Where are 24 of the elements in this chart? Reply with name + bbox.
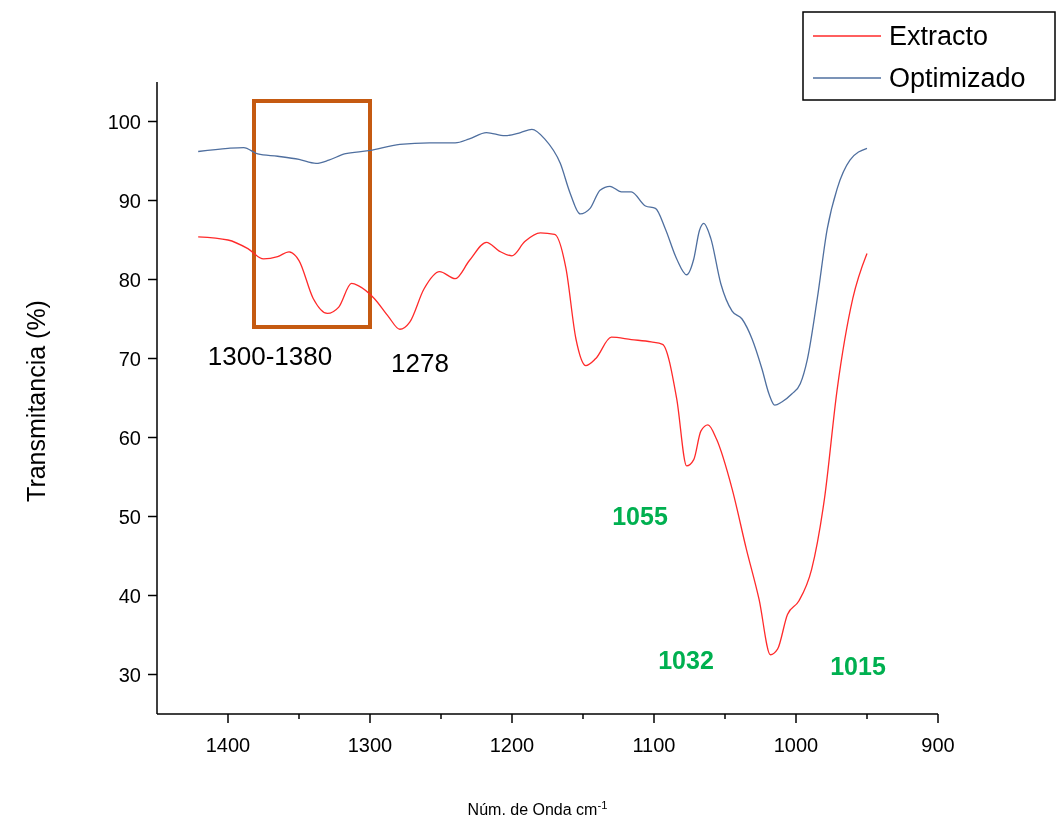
- annotation: 1300-1380: [207, 341, 333, 371]
- y-axis-title: Transmitancia (%): [22, 300, 50, 502]
- x-tick-label: 1100: [632, 734, 676, 756]
- annotation: 1055: [612, 502, 668, 530]
- y-tick-label: 30: [118, 663, 141, 686]
- line-series: [197, 128, 868, 406]
- x-tick-label: 900: [921, 734, 955, 756]
- y-tick-label: 70: [118, 347, 141, 370]
- y-tick-label: 80: [118, 268, 141, 291]
- legend-label: Extracto: [889, 21, 989, 51]
- x-axis-title: Núm. de Onda cm$^{-1}$: [467, 799, 608, 818]
- annotation: 1015: [830, 652, 886, 680]
- annotation: 1278: [391, 348, 449, 378]
- x-tick-label: 1300: [347, 734, 393, 756]
- annotation: 1032: [658, 646, 714, 674]
- x-tick-label: 1000: [773, 734, 819, 756]
- y-tick-label: 100: [107, 110, 141, 133]
- y-tick-label: 60: [118, 426, 141, 449]
- legend-label: Optimizado: [889, 63, 1026, 93]
- y-tick-label: 50: [118, 505, 141, 528]
- x-tick-label: 1400: [205, 734, 251, 756]
- y-tick-label: 90: [118, 189, 141, 212]
- y-tick-label: 40: [118, 584, 141, 607]
- x-tick-label: 1200: [489, 734, 535, 756]
